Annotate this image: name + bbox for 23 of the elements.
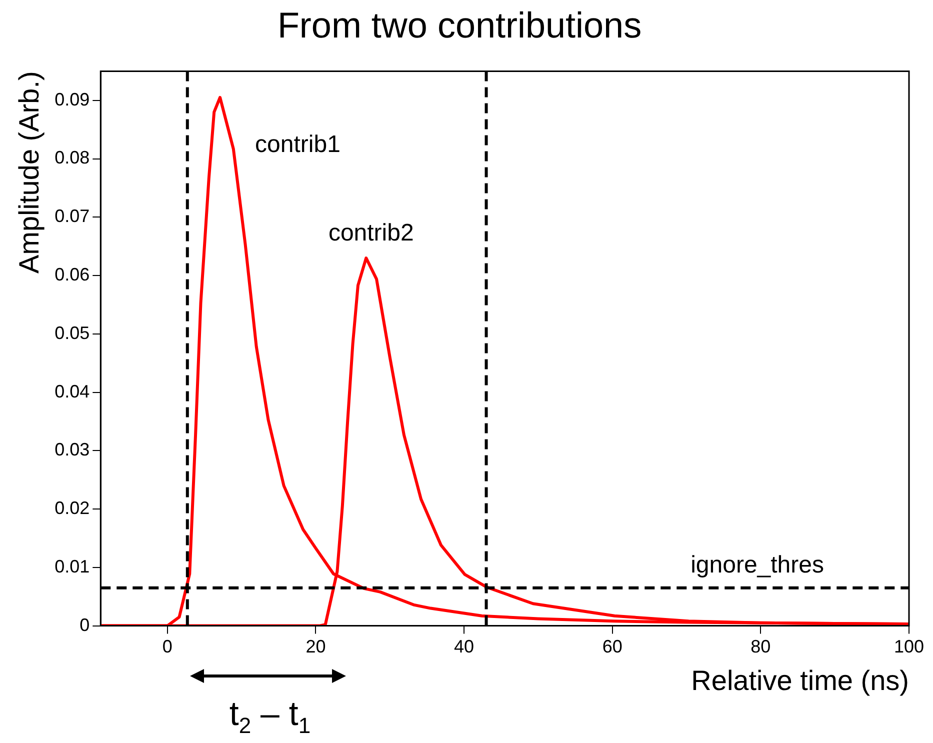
y-tick-label: 0.02 <box>54 498 90 518</box>
series-label: contrib2 <box>328 220 414 247</box>
y-tick-label: 0.01 <box>54 556 90 576</box>
y-tick-label: 0.08 <box>54 148 90 168</box>
x-axis-title: Relative time (ns) <box>691 664 909 696</box>
y-axis-title: Amplitude (Arb.) <box>14 71 45 274</box>
text: t$_{2}$ – t$_{1}$ <box>228 694 312 740</box>
y-tick-label: 0.07 <box>54 206 90 226</box>
chart-title: From two contributions <box>277 4 642 46</box>
y-tick-label: 0.04 <box>54 381 90 402</box>
y-tick-label: 0 <box>80 614 90 635</box>
ref-line-label: ignore_thres <box>690 551 824 578</box>
x-tick-label: 0 <box>162 636 172 657</box>
y-tick-label: 0.05 <box>54 322 90 343</box>
y-tick-label: 0.03 <box>54 440 90 460</box>
x-tick-label: 60 <box>602 636 622 657</box>
y-tick-label: 0.06 <box>54 264 90 284</box>
y-tick-label: 0.09 <box>54 89 90 110</box>
x-tick-label: 80 <box>750 636 771 657</box>
series-label: contrib1 <box>255 131 340 158</box>
x-tick-label: 100 <box>894 636 924 657</box>
x-tick-label: 40 <box>454 636 474 657</box>
x-tick-label: 20 <box>306 636 326 657</box>
